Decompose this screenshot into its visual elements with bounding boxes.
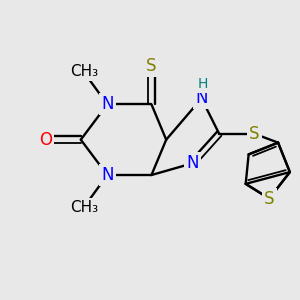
Text: N: N bbox=[101, 166, 114, 184]
Text: CH₃: CH₃ bbox=[70, 64, 98, 80]
Text: N: N bbox=[186, 154, 199, 172]
Text: N: N bbox=[101, 95, 114, 113]
Text: CH₃: CH₃ bbox=[70, 200, 98, 215]
Text: N: N bbox=[195, 89, 208, 107]
Text: S: S bbox=[146, 57, 157, 75]
Text: H: H bbox=[198, 77, 208, 91]
Text: S: S bbox=[249, 125, 260, 143]
Text: S: S bbox=[264, 190, 274, 208]
Text: O: O bbox=[39, 131, 52, 149]
